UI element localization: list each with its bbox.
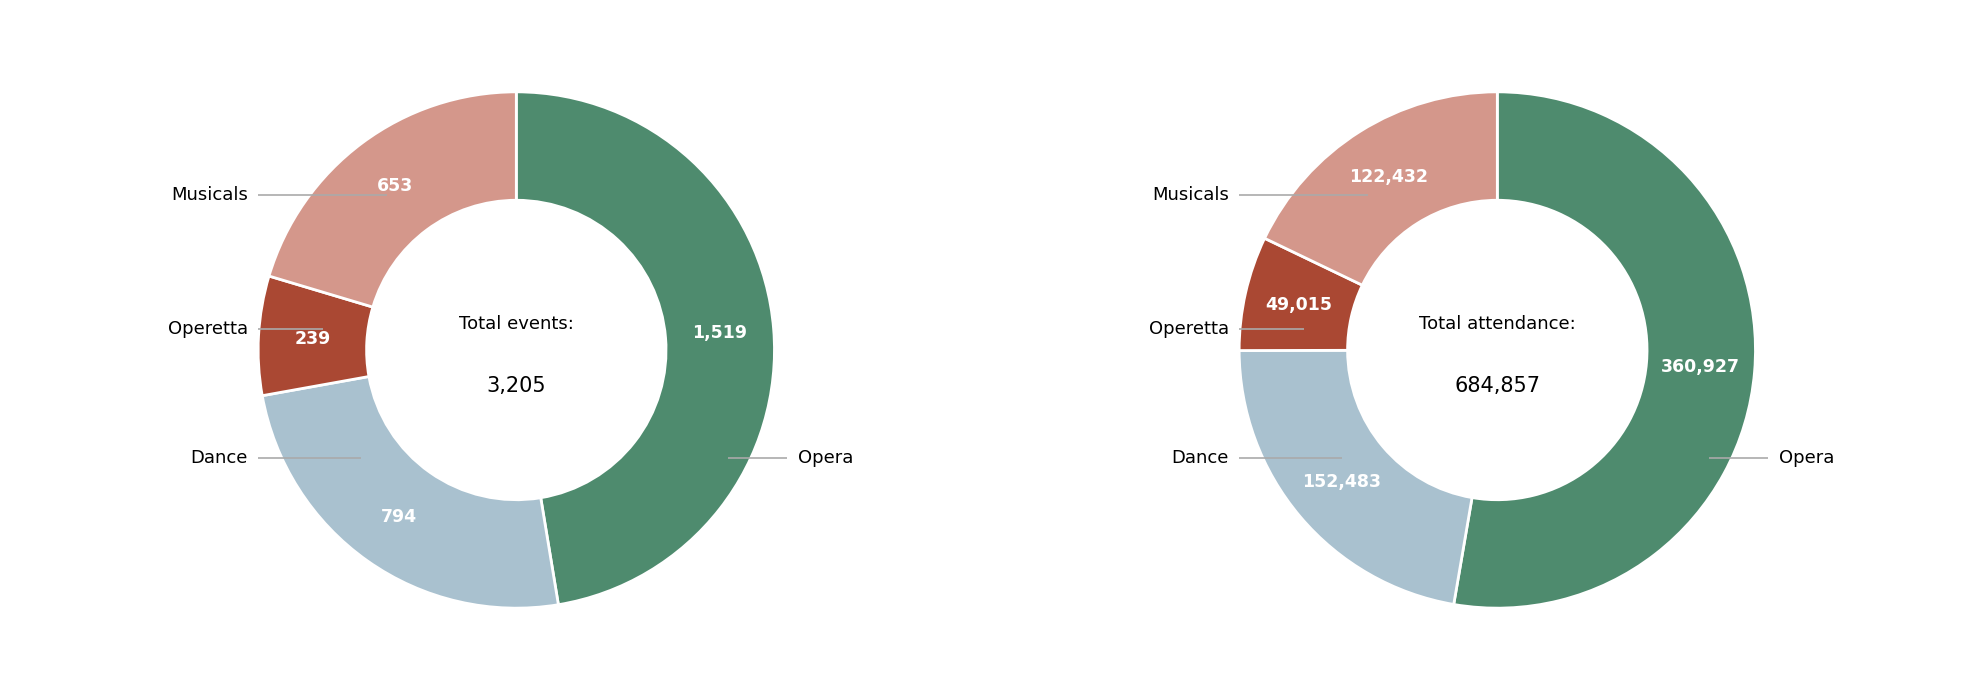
Wedge shape (269, 92, 516, 307)
Text: 360,927: 360,927 (1662, 358, 1740, 377)
Wedge shape (1454, 92, 1756, 608)
Text: 684,857: 684,857 (1454, 376, 1540, 396)
Text: 1,519: 1,519 (693, 324, 748, 342)
Wedge shape (1240, 350, 1472, 604)
Text: Dance: Dance (1171, 449, 1228, 468)
Text: Dance: Dance (190, 449, 247, 468)
Text: Musicals: Musicals (171, 186, 247, 204)
Text: Musicals: Musicals (1152, 186, 1228, 204)
Text: Opera: Opera (1780, 449, 1834, 468)
Wedge shape (1240, 238, 1362, 351)
Wedge shape (1265, 92, 1497, 285)
Text: Operetta: Operetta (1148, 321, 1228, 338)
Text: 3,205: 3,205 (487, 376, 545, 396)
Text: 122,432: 122,432 (1350, 169, 1428, 186)
Text: 49,015: 49,015 (1265, 296, 1332, 314)
Text: 653: 653 (377, 177, 412, 195)
Text: Operetta: Operetta (167, 321, 247, 338)
Text: Total attendance:: Total attendance: (1419, 315, 1575, 333)
Text: 239: 239 (294, 330, 332, 347)
Text: Opera: Opera (799, 449, 853, 468)
Wedge shape (263, 377, 559, 608)
Wedge shape (516, 92, 775, 605)
Text: Total events:: Total events: (459, 315, 573, 333)
Text: 794: 794 (381, 508, 416, 526)
Wedge shape (259, 276, 373, 395)
Text: 152,483: 152,483 (1303, 473, 1381, 491)
